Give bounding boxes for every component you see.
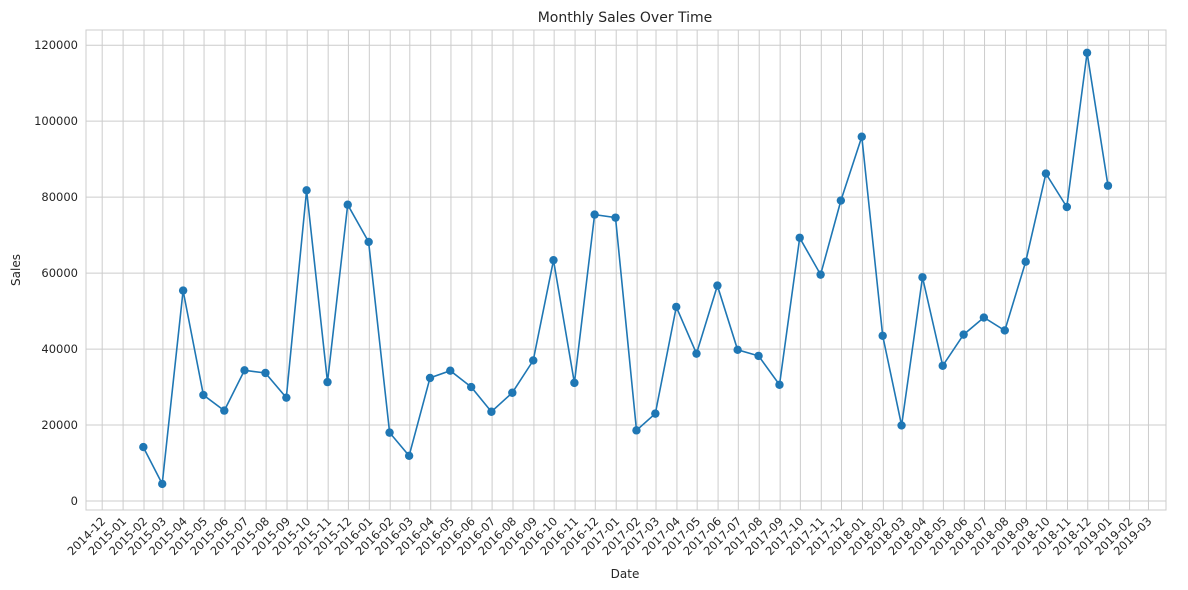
grid-layer — [86, 30, 1166, 510]
data-point — [570, 378, 579, 388]
chart-title: Monthly Sales Over Time — [538, 10, 713, 26]
data-point — [733, 345, 742, 355]
data-point — [323, 377, 332, 387]
data-point — [343, 200, 352, 209]
data-point — [775, 380, 784, 389]
y-axis-ticks: 0 20000 40000 60000 80000 100000 120000 — [34, 38, 78, 508]
data-point — [836, 196, 846, 205]
data-point — [959, 330, 968, 339]
y-tick-label: 80000 — [41, 190, 78, 204]
y-tick-label: 120000 — [34, 38, 78, 52]
x-axis-ticks: 2014-122015-012015-022015-032015-042015-… — [64, 514, 1154, 558]
sales-series-line — [142, 52, 1109, 487]
data-point — [754, 351, 763, 361]
data-point — [1041, 169, 1051, 178]
data-point — [158, 479, 167, 489]
y-tick-label: 0 — [71, 494, 78, 508]
data-point — [220, 406, 229, 415]
plot-frame — [85, 29, 1167, 511]
data-point — [857, 132, 866, 141]
data-point — [938, 361, 947, 370]
y-tick-label: 60000 — [41, 266, 78, 280]
data-point — [1021, 257, 1030, 266]
data-point — [692, 349, 701, 358]
y-axis-label: Sales — [9, 254, 23, 286]
data-point — [918, 273, 927, 282]
data-point — [529, 356, 538, 365]
data-point — [446, 366, 455, 375]
data-point — [487, 407, 496, 416]
data-point — [897, 421, 906, 430]
data-point — [590, 210, 599, 219]
data-point — [1062, 202, 1072, 212]
data-point — [425, 373, 435, 383]
data-point — [178, 286, 188, 295]
x-axis-label: Date — [611, 567, 640, 581]
sales-series-points — [139, 48, 1113, 489]
y-tick-label: 20000 — [41, 418, 78, 432]
data-point — [651, 409, 660, 418]
data-point — [385, 428, 394, 437]
data-point — [672, 302, 681, 312]
data-point — [466, 382, 476, 392]
data-point — [816, 270, 825, 279]
data-point — [240, 366, 249, 375]
data-point — [1000, 326, 1009, 335]
data-point — [282, 393, 291, 402]
data-point — [713, 281, 722, 290]
data-point — [611, 213, 620, 222]
y-tick-label: 40000 — [41, 342, 78, 356]
data-point — [795, 233, 804, 242]
data-point — [549, 255, 558, 265]
data-point — [404, 451, 414, 460]
data-point — [508, 388, 517, 397]
data-point — [199, 390, 208, 400]
data-point — [364, 237, 373, 247]
data-point — [632, 426, 641, 435]
y-tick-label: 100000 — [34, 114, 78, 128]
data-point — [139, 442, 148, 452]
data-point — [878, 331, 887, 340]
data-point — [979, 313, 989, 322]
data-point — [261, 368, 270, 378]
data-point — [1103, 181, 1113, 190]
data-point — [302, 186, 311, 195]
data-point — [1082, 48, 1092, 57]
